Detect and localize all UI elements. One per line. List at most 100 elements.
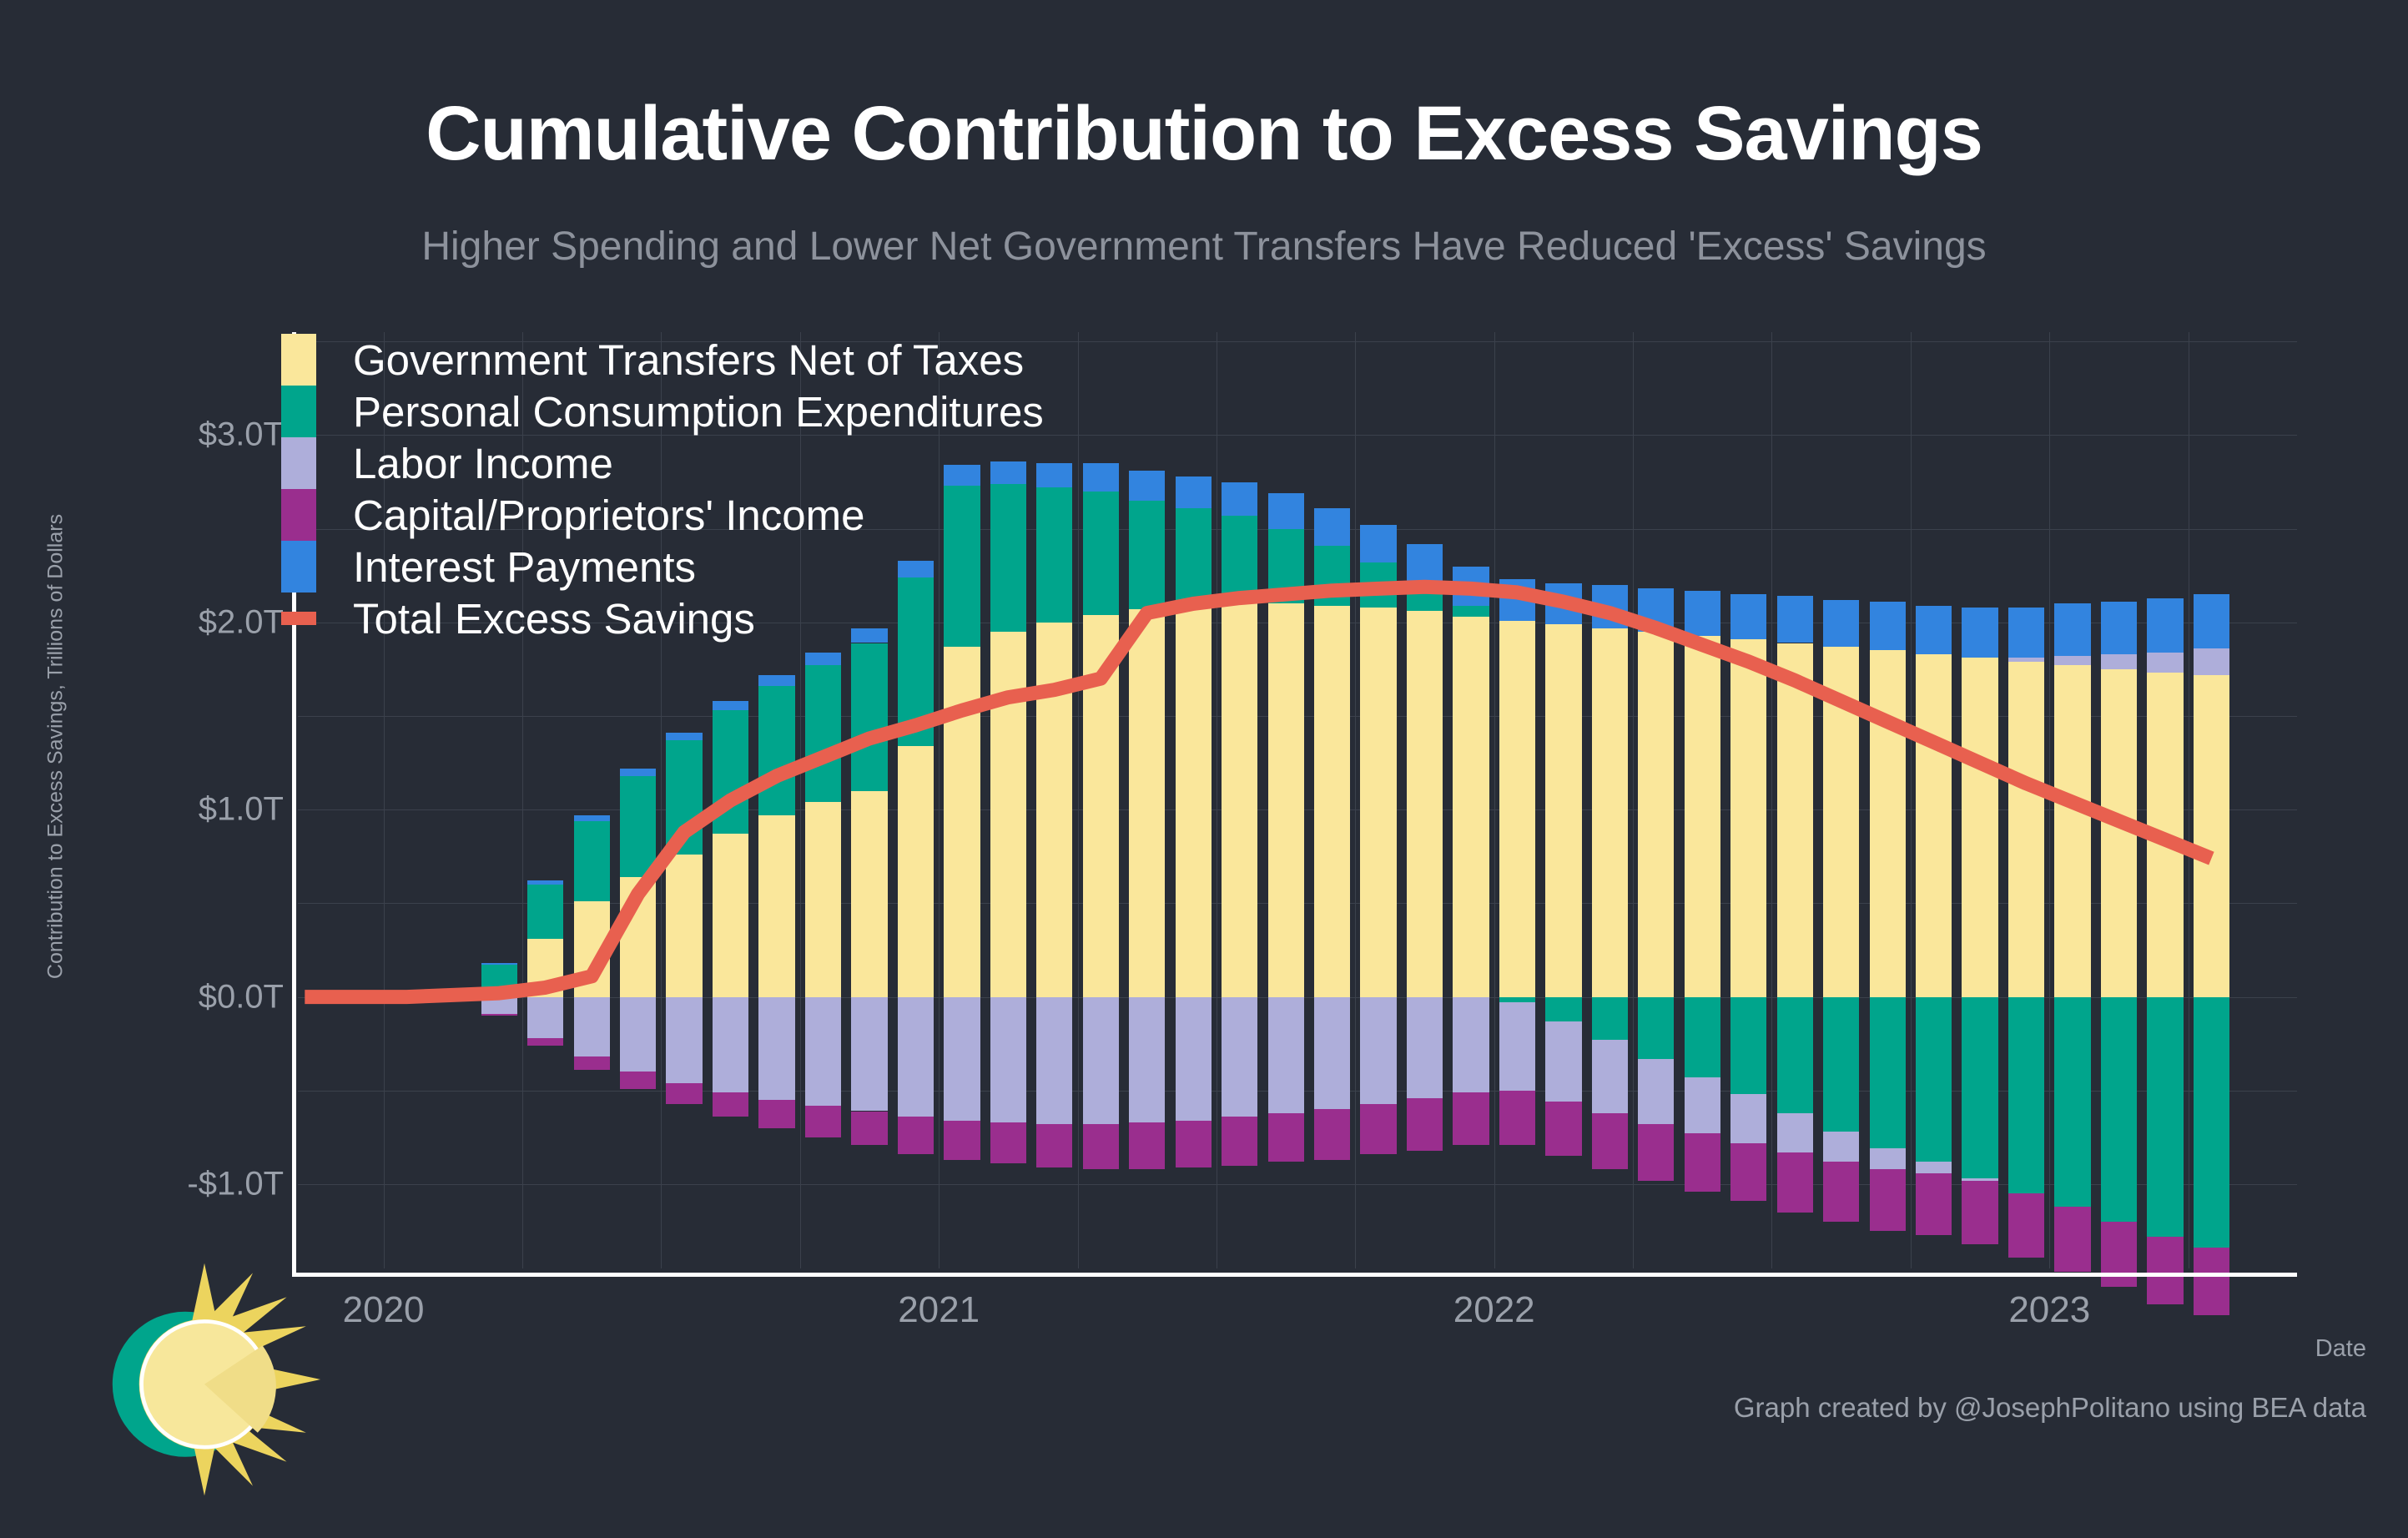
bar-segment [2008, 607, 2045, 658]
bar-segment [804, 652, 842, 666]
bar-segment [1915, 605, 1952, 654]
bar-segment [620, 768, 657, 776]
bar-segment [2193, 594, 2229, 649]
bar-segment [2008, 658, 2045, 662]
gridline-vertical [661, 332, 662, 1268]
bar-segment [1082, 1124, 1119, 1170]
bar-segment [1638, 632, 1675, 997]
bar-segment [851, 790, 888, 997]
legend-item-0[interactable]: Government Transfers Net of Taxes [281, 334, 1044, 386]
bar-segment [1730, 639, 1767, 997]
bar-segment [1267, 603, 1304, 997]
bar-segment [1869, 1148, 1906, 1170]
bar-segment [2193, 996, 2229, 1248]
bar-segment [1129, 471, 1166, 501]
bar-segment [1869, 996, 1906, 1149]
x-axis-tick-label: 2022 [1453, 1289, 1535, 1330]
bar-segment [481, 1013, 517, 1016]
bar-segment [1776, 996, 1813, 1113]
bar-segment [1962, 996, 1998, 1179]
legend-item-2[interactable]: Labor Income [281, 437, 1044, 489]
legend-color-swatch [281, 437, 316, 489]
bar-segment [2008, 661, 2045, 997]
gridline-vertical [1077, 332, 1079, 1268]
gridline-vertical [1771, 332, 1773, 1268]
gridline-vertical [1633, 332, 1635, 1268]
bar-segment [990, 996, 1026, 1122]
y-axis-tick-label: $2.0T [198, 603, 284, 641]
bar-segment [851, 628, 888, 643]
bar-segment [1175, 605, 1212, 997]
bar-segment [712, 701, 749, 711]
gridline-vertical [1355, 332, 1357, 1268]
bar-segment [1222, 996, 1258, 1117]
legend-item-5[interactable]: Total Excess Savings [281, 593, 1044, 644]
bar-segment [620, 996, 657, 1072]
bar-segment [2100, 996, 2138, 1222]
bar-segment [2054, 996, 2091, 1207]
x-axis-line [292, 1273, 2297, 1277]
bar-segment [1360, 996, 1397, 1104]
bar-segment [481, 996, 517, 1014]
bar-segment [1684, 635, 1720, 997]
bar-segment [944, 486, 980, 647]
y-axis-tick-label: $3.0T [198, 416, 284, 453]
bar-segment [1036, 487, 1073, 623]
bar-segment [1730, 1142, 1767, 1202]
bar-segment [1313, 1109, 1351, 1160]
x-axis-tick-label: 2023 [2008, 1289, 2091, 1330]
bar-segment [1684, 1077, 1720, 1134]
bar-segment [1406, 996, 1443, 1098]
legend-item-label: Personal Consumption Expenditures [353, 387, 1044, 436]
bar-segment [758, 686, 795, 815]
legend-item-label: Interest Payments [353, 542, 697, 591]
bar-segment [2100, 602, 2138, 654]
bar-segment [1222, 515, 1258, 604]
bar-segment [1869, 602, 1906, 651]
bar-segment [1222, 482, 1258, 516]
gridline-vertical [383, 332, 385, 1268]
bar-segment [1129, 500, 1166, 610]
bar-segment [2147, 996, 2184, 1237]
bar-segment [1313, 507, 1351, 546]
bar-segment [897, 560, 934, 577]
x-axis-tick-label: 2021 [898, 1289, 980, 1330]
bar-segment [1638, 996, 1675, 1059]
bar-segment [1036, 996, 1073, 1125]
x-axis-tick-label: 2020 [342, 1289, 425, 1330]
bar-segment [527, 884, 564, 940]
gridline-vertical [1494, 332, 1495, 1268]
bar-segment [1545, 624, 1582, 997]
chart-subtitle: Higher Spending and Lower Net Government… [421, 224, 1987, 269]
bar-segment [1499, 1002, 1536, 1091]
plot-area [298, 332, 2297, 1316]
bar-segment [1267, 996, 1304, 1113]
bar-segment [712, 834, 749, 997]
legend-item-4[interactable]: Interest Payments [281, 541, 1044, 593]
x-axis-label: Date [2315, 1335, 2366, 1362]
bar-segment [666, 733, 703, 741]
legend-item-1[interactable]: Personal Consumption Expenditures [281, 386, 1044, 437]
legend-item-3[interactable]: Capital/Proprietors' Income [281, 489, 1044, 541]
bar-segment [1360, 607, 1397, 997]
chart-legend: Government Transfers Net of Taxes Persona… [281, 334, 1044, 644]
bar-segment [1129, 1122, 1166, 1170]
bar-segment [1175, 996, 1212, 1121]
sun-logo [112, 1263, 321, 1496]
bar-segment [2193, 674, 2229, 997]
bar-segment [758, 814, 795, 997]
bar-segment [1360, 1103, 1397, 1155]
gridline-horizontal [298, 341, 2297, 343]
bar-segment [1915, 1162, 1952, 1173]
bar-segment [1453, 996, 1489, 1093]
bar-segment [758, 996, 795, 1101]
bar-segment [1406, 611, 1443, 997]
bar-segment [1499, 996, 1536, 1003]
bar-segment [527, 1037, 564, 1046]
bar-segment [1823, 996, 1860, 1132]
bar-segment [1776, 1152, 1813, 1213]
bar-segment [573, 814, 610, 821]
bar-segment [2193, 1248, 2229, 1316]
bar-segment [1175, 507, 1212, 606]
bar-segment [1313, 996, 1351, 1110]
